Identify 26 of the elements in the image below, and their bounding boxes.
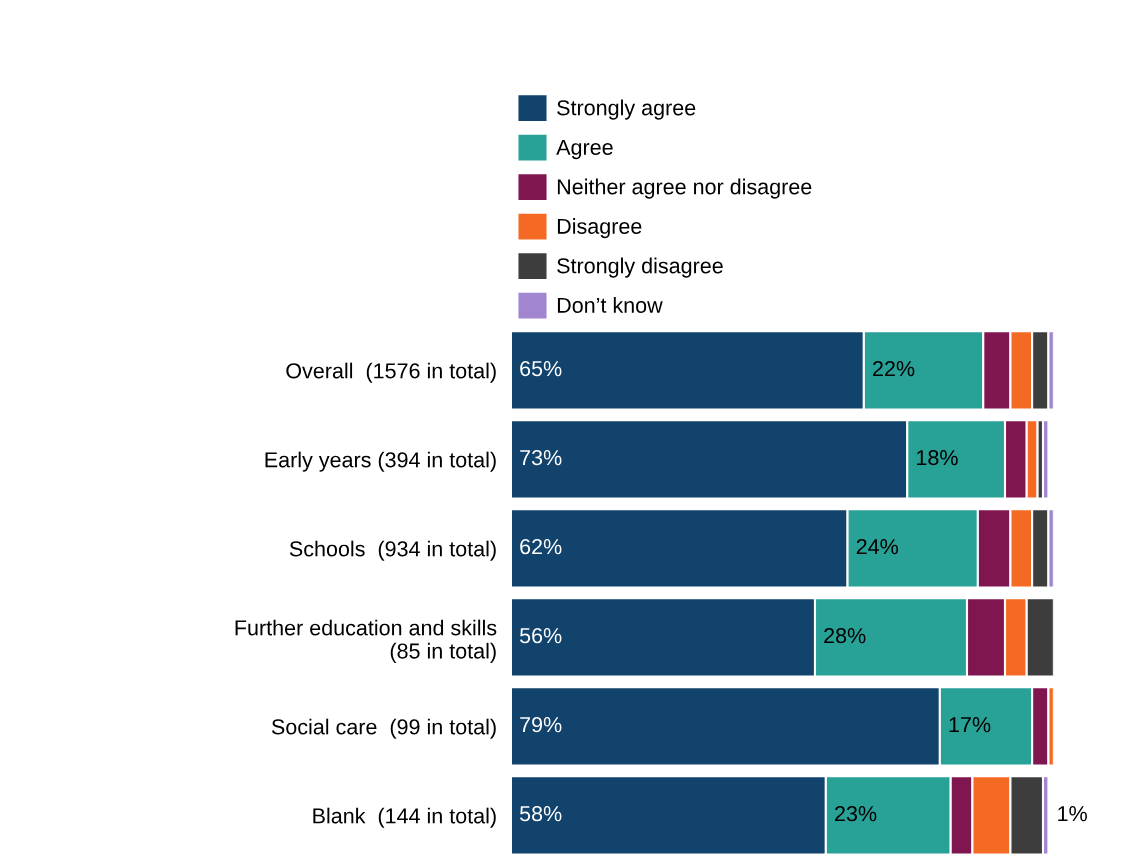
data-label: 23% [835, 806, 877, 822]
y-tick-label: Early years (394 in total) [265, 451, 496, 472]
y-tick-label: Schools (934 in total) [289, 540, 496, 561]
y-tick-label: Social care (99 in total) [271, 718, 496, 739]
legend-label: Agree [556, 139, 613, 160]
data-label: 65% [520, 360, 562, 377]
legend-label: Don’t know [557, 297, 663, 313]
legend-label: Strongly disagree [557, 257, 723, 278]
data-label: 17% [949, 717, 991, 733]
data-label: 28% [824, 628, 866, 644]
data-label: 1% [1058, 806, 1087, 822]
data-label: 24% [856, 539, 899, 555]
y-tick-label: Further education and skills (85 in total) [235, 619, 497, 663]
data-label: 58% [519, 806, 562, 822]
data-label: 18% [917, 449, 958, 466]
legend-label: Neither agree nor disagree [557, 178, 812, 199]
data-label: 62% [520, 539, 562, 555]
data-label: 56% [519, 628, 562, 644]
y-tick-label: Overall (1576 in total) [286, 362, 496, 383]
legend-label: Strongly agree [557, 99, 696, 120]
data-label: 22% [873, 360, 915, 377]
data-label: 73% [520, 449, 562, 466]
data-label: 79% [520, 717, 562, 733]
legend-label: Disagree [557, 218, 642, 239]
bar [1041, 419, 1050, 500]
y-tick-label: Blank (144 in total) [313, 807, 496, 828]
